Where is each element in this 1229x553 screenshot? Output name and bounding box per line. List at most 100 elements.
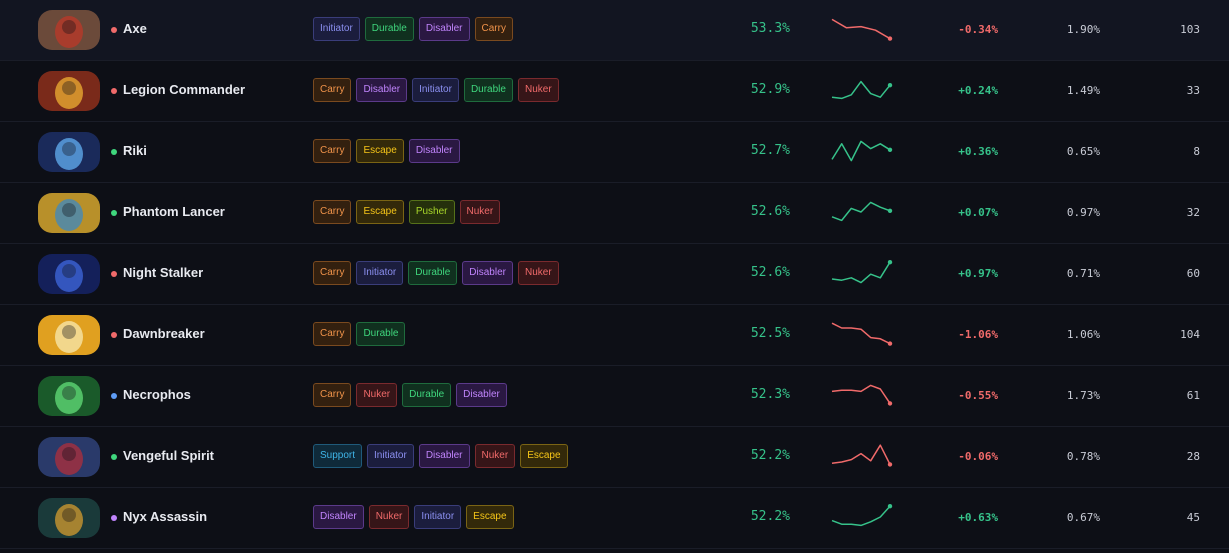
attribute-dot-icon	[111, 454, 117, 460]
win-rate: 52.2%	[750, 509, 790, 524]
role-tag: Disabler	[418, 444, 470, 468]
win-rate: 52.3%	[750, 387, 790, 402]
win-rate: 52.5%	[750, 326, 790, 341]
trend-sparkline	[831, 444, 893, 467]
table-row[interactable]: Night Stalker Carry Initiator Durable Disabl…	[0, 244, 1229, 305]
role-tag: Nuker	[517, 261, 559, 285]
role-tag: Carry	[313, 78, 352, 102]
win-rate-delta: +0.36%	[958, 145, 998, 158]
role-tag: Carry	[313, 383, 352, 407]
table-row[interactable]: Axe Initiator Durable Disabler Carry 53.3% -0.…	[0, 0, 1229, 61]
trend-sparkline	[831, 201, 893, 222]
win-rate: 52.6%	[750, 265, 790, 280]
attribute-dot-icon	[111, 393, 117, 399]
win-rate-delta: +0.97%	[958, 267, 998, 280]
hero-portrait-avatar	[38, 10, 100, 50]
table-row[interactable]: Nyx Assassin Disabler Nuker Initiator Escape…	[0, 488, 1229, 549]
match-count: 103	[1180, 23, 1200, 36]
match-count: 8	[1193, 145, 1200, 158]
win-rate-delta: +0.24%	[958, 84, 998, 97]
win-rate: 52.6%	[750, 204, 790, 219]
trend-sparkline	[831, 384, 893, 406]
role-tag: Escape	[356, 200, 404, 224]
attribute-dot-icon	[111, 149, 117, 155]
hero-portrait-avatar	[38, 254, 100, 294]
sparkline-end-point	[887, 462, 893, 467]
sparkline-line	[831, 201, 891, 222]
pick-rate: 0.71%	[1066, 267, 1100, 280]
win-rate: 52.7%	[750, 143, 790, 158]
hero-name[interactable]: Dawnbreaker	[123, 326, 205, 341]
trend-sparkline	[831, 504, 893, 527]
pick-rate: 0.97%	[1066, 206, 1100, 219]
hero-portrait-avatar	[38, 132, 100, 172]
pick-rate: 0.78%	[1066, 450, 1100, 463]
role-tags: Disabler Nuker Initiator Escape	[313, 505, 514, 529]
table-row[interactable]: Necrophos Carry Nuker Durable Disabler 52.3% -…	[0, 366, 1229, 427]
role-tag: Disabler	[462, 261, 513, 285]
hero-name[interactable]: Vengeful Spirit	[123, 448, 215, 463]
role-tag: Disabler	[408, 139, 460, 163]
pick-rate: 1.73%	[1066, 389, 1100, 402]
attribute-dot-icon	[111, 515, 117, 521]
role-tag: Nuker	[356, 383, 398, 407]
hero-name[interactable]: Nyx Assassin	[123, 509, 208, 524]
role-tag: Carry	[313, 261, 352, 285]
table-row[interactable]: Vengeful Spirit Support Initiator Disabler N…	[0, 427, 1229, 488]
hero-name[interactable]: Axe	[123, 21, 147, 36]
role-tag: Initiator	[412, 78, 459, 102]
table-row[interactable]: Phantom Lancer Carry Escape Pusher Nuker 52.6…	[0, 183, 1229, 244]
role-tag: Durable	[402, 383, 452, 407]
role-tag: Nuker	[474, 444, 516, 468]
role-tag: Initiator	[367, 444, 414, 468]
role-tag: Escape	[466, 505, 514, 529]
role-tag: Durable	[364, 17, 414, 41]
trend-sparkline	[831, 18, 893, 41]
match-count: 61	[1186, 389, 1200, 402]
role-tags: Carry Nuker Durable Disabler	[313, 383, 507, 407]
hero-portrait-avatar	[38, 193, 100, 233]
sparkline-end-point	[887, 147, 893, 152]
role-tag: Escape	[356, 139, 404, 163]
table-row[interactable]: Riki Carry Escape Disabler 52.7% +0.36% 0.65% 8	[0, 122, 1229, 183]
role-tag: Durable	[408, 261, 458, 285]
attribute-dot-icon	[111, 210, 117, 216]
role-tag: Initiator	[313, 17, 360, 41]
sparkline-end-point	[887, 83, 893, 88]
hero-name[interactable]: Riki	[123, 143, 147, 158]
win-rate-delta: +0.63%	[958, 511, 998, 524]
attribute-dot-icon	[111, 27, 117, 33]
match-count: 60	[1186, 267, 1200, 280]
role-tag: Pusher	[408, 200, 455, 224]
sparkline-line	[831, 444, 891, 465]
hero-portrait-avatar	[38, 71, 100, 111]
hero-name[interactable]: Night Stalker	[123, 265, 204, 280]
role-tag: Disabler	[456, 383, 507, 407]
win-rate-delta: -0.55%	[958, 389, 998, 402]
hero-portrait-avatar	[38, 376, 100, 416]
sparkline-end-point	[887, 36, 893, 41]
hero-portrait-avatar	[38, 315, 100, 355]
hero-name[interactable]: Legion Commander	[123, 82, 246, 97]
role-tag: Nuker	[459, 200, 501, 224]
role-tags: Carry Disabler Initiator Durable Nuker	[313, 78, 559, 102]
role-tag: Durable	[463, 78, 513, 102]
win-rate-delta: +0.07%	[958, 206, 998, 219]
hero-name[interactable]: Phantom Lancer	[123, 204, 225, 219]
role-tag: Carry	[313, 139, 352, 163]
win-rate: 52.9%	[750, 82, 790, 97]
hero-portrait-avatar	[38, 437, 100, 477]
trend-sparkline	[831, 322, 893, 346]
table-row[interactable]: Dawnbreaker Carry Durable 52.5% -1.06% 1.06% 1…	[0, 305, 1229, 366]
sparkline-line	[831, 322, 891, 345]
win-rate: 53.3%	[750, 21, 790, 36]
role-tag: Support	[313, 444, 363, 468]
role-tags: Carry Initiator Durable Disabler Nuker	[313, 261, 559, 285]
hero-name[interactable]: Necrophos	[123, 387, 191, 402]
role-tags: Carry Durable	[313, 322, 406, 346]
table-row[interactable]: Legion Commander Carry Disabler Initiator Du…	[0, 61, 1229, 122]
role-tag: Carry	[313, 322, 352, 346]
win-rate-delta: -1.06%	[958, 328, 998, 341]
win-rate-delta: -0.34%	[958, 23, 998, 36]
